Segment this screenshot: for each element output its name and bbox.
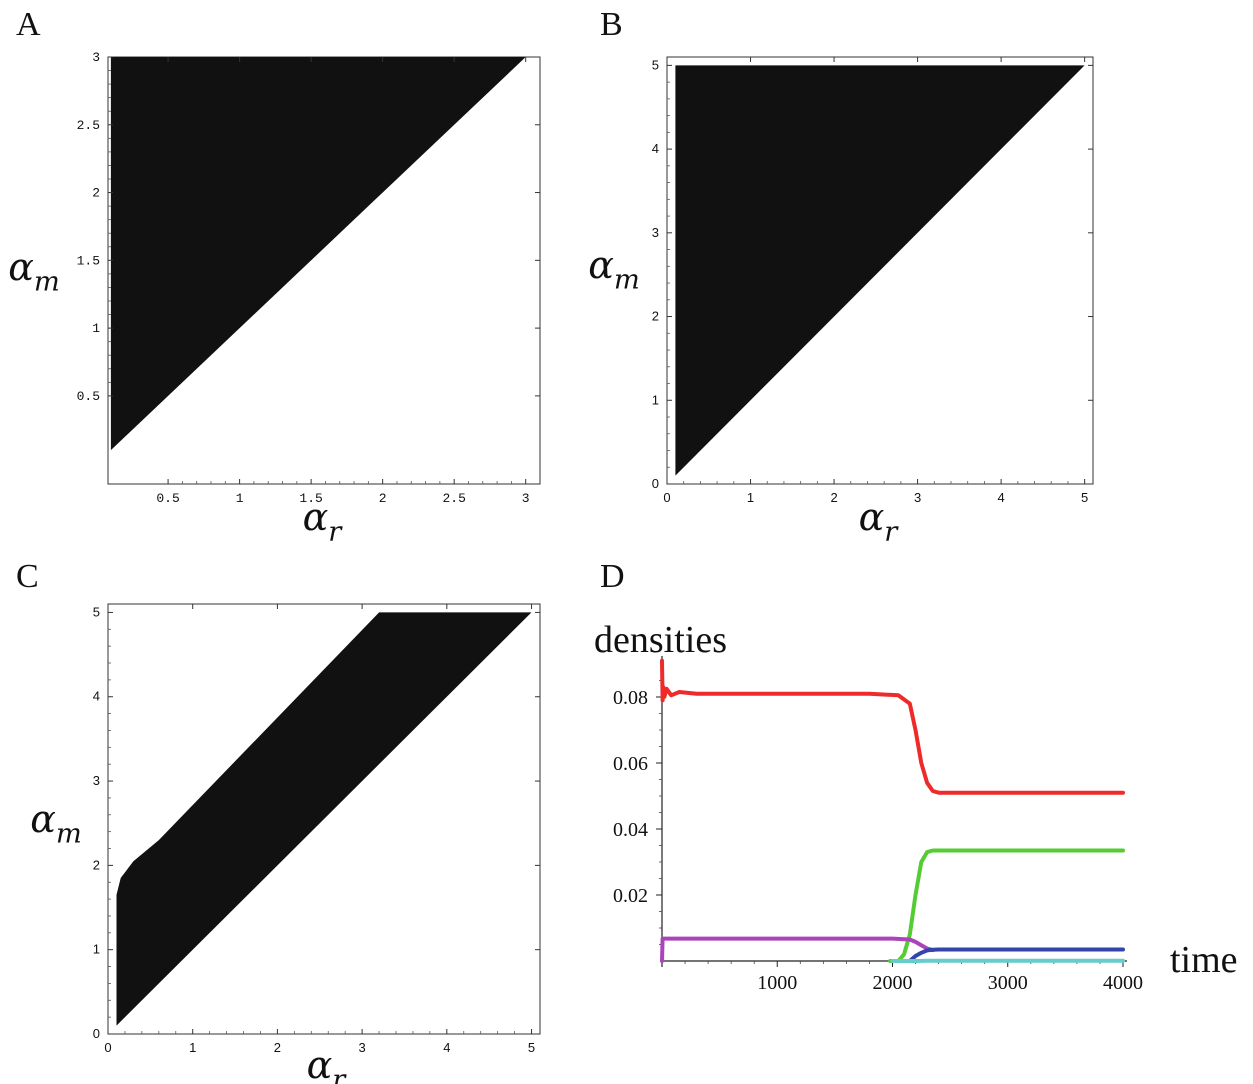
x-tick-label: 2 bbox=[379, 491, 387, 506]
y-axis-label: densities bbox=[594, 619, 727, 661]
x-tick-label: 4000 bbox=[1103, 972, 1143, 994]
y-tick-label: 3 bbox=[652, 225, 659, 240]
y-tick-label: 0.5 bbox=[77, 389, 100, 404]
x-tick-label: 1 bbox=[189, 1040, 196, 1055]
y-tick-label: 3 bbox=[93, 773, 100, 788]
panel-letter-d: D bbox=[600, 558, 625, 595]
y-axis-label: αm bbox=[588, 243, 640, 296]
x-tick-label: 1000 bbox=[757, 972, 797, 994]
panel-letter-b: B bbox=[600, 6, 623, 43]
x-tick-label: 4 bbox=[443, 1040, 450, 1055]
y-tick-label: 0.02 bbox=[613, 885, 648, 907]
y-tick-label: 3 bbox=[92, 50, 100, 65]
x-tick-label: 3 bbox=[914, 490, 921, 505]
x-tick-label: 5 bbox=[528, 1040, 535, 1055]
y-tick-label: 0.04 bbox=[613, 819, 648, 841]
plot-frame bbox=[666, 56, 1094, 485]
stability-region bbox=[116, 612, 532, 1026]
chart-c: 0 1 2 3 4 5 0 1 2 3 4 5 αr αm bbox=[30, 603, 541, 1084]
x-axis-label: αr bbox=[859, 495, 900, 548]
y-tick-label: 1.5 bbox=[77, 253, 100, 268]
x-axis-label: αr bbox=[307, 1043, 348, 1084]
y-tick-label: 1 bbox=[92, 321, 100, 336]
panel-letter-c: C bbox=[16, 558, 39, 595]
stability-region bbox=[110, 57, 526, 451]
x-tick-label: 0.5 bbox=[156, 491, 179, 506]
x-tick-label: 1 bbox=[747, 490, 754, 505]
x-tick-label: 2 bbox=[274, 1040, 281, 1055]
y-tick-label: 0.08 bbox=[613, 687, 648, 709]
x-tick-label: 3 bbox=[359, 1040, 366, 1055]
series-line-3 bbox=[660, 936, 935, 963]
y-tick-label: 2 bbox=[92, 186, 100, 201]
series-line-1 bbox=[660, 658, 1125, 795]
y-tick-label: 2 bbox=[652, 309, 659, 324]
x-tick-label: 0 bbox=[104, 1040, 111, 1055]
y-tick-label: 4 bbox=[93, 689, 100, 704]
y-tick-label: 5 bbox=[652, 57, 659, 72]
x-tick-label: 5 bbox=[1081, 490, 1088, 505]
x-tick-label: 3 bbox=[522, 491, 530, 506]
y-tick-label: 1 bbox=[652, 392, 659, 407]
x-tick-label: 2000 bbox=[873, 972, 913, 994]
x-tick-label: 2.5 bbox=[442, 491, 465, 506]
chart-d: 1000 2000 3000 4000 0.02 0.04 0.06 0.08 densitie… bbox=[594, 619, 1238, 994]
x-tick-label: 0 bbox=[663, 490, 670, 505]
chart-b: 0 1 2 3 4 5 0 1 2 3 4 5 αr αm bbox=[588, 56, 1094, 548]
y-tick-label: 1 bbox=[93, 942, 100, 957]
x-tick-label: 2 bbox=[830, 490, 837, 505]
chart-a: 0.5 1 1.5 2 2.5 3 0.5 1 1.5 2 2.5 3 αr αm bbox=[8, 50, 541, 548]
series-line-2 bbox=[888, 848, 1125, 963]
y-tick-label: 0 bbox=[652, 476, 659, 491]
x-axis-label: αr bbox=[303, 495, 344, 548]
y-axis-label: αm bbox=[30, 797, 82, 850]
plot-frame bbox=[107, 603, 541, 1035]
panel-letter-a: A bbox=[16, 6, 41, 43]
x-axis-label: time bbox=[1170, 939, 1238, 981]
y-tick-label: 0.06 bbox=[613, 753, 648, 775]
stability-region bbox=[675, 65, 1085, 476]
x-tick-label: 3000 bbox=[988, 972, 1028, 994]
y-axis-label: αm bbox=[8, 245, 60, 298]
x-tick-label: 1 bbox=[236, 491, 244, 506]
y-tick-label: 5 bbox=[93, 604, 100, 619]
y-tick-label: 4 bbox=[652, 141, 659, 156]
x-tick-label: 1.5 bbox=[299, 491, 322, 506]
y-tick-label: 2 bbox=[93, 857, 100, 872]
y-tick-label: 2.5 bbox=[77, 118, 100, 133]
y-tick-label: 0 bbox=[93, 1026, 100, 1041]
x-tick-label: 4 bbox=[998, 490, 1005, 505]
